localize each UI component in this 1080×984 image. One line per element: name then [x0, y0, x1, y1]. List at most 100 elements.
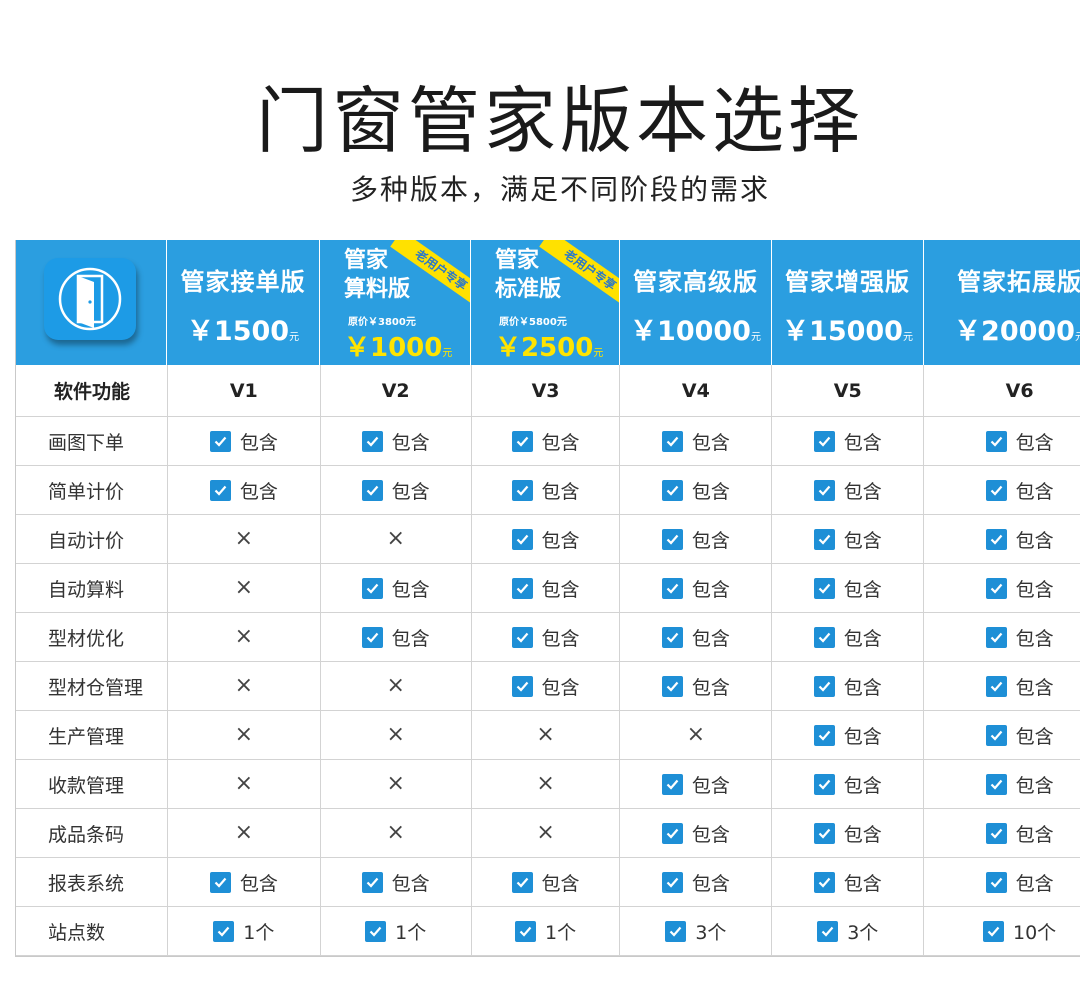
feature-cell: 包含	[620, 466, 773, 514]
price-unit: 元	[1075, 332, 1080, 343]
version-price: ￥10000元	[620, 309, 771, 348]
table-row: 自动计价 × × 包含 包含 包含 包含	[16, 515, 1080, 564]
checkbox-checked-icon	[209, 430, 231, 452]
cell-value: 包含	[1015, 578, 1054, 601]
cell-value: 包含	[843, 774, 882, 797]
checkbox-checked-icon	[511, 479, 533, 501]
feature-cell: ×	[321, 711, 472, 759]
cross-icon: ×	[536, 771, 555, 796]
cell-value: 1个	[544, 921, 577, 944]
feature-cell: 1个	[472, 907, 621, 955]
checkbox-checked-icon	[813, 773, 835, 795]
price-amount: ￥10000	[630, 316, 751, 347]
version-label: V3	[472, 365, 621, 416]
feature-cell: 包含	[472, 564, 621, 612]
cell-value: 包含	[843, 872, 882, 895]
feature-cell: ×	[321, 809, 472, 857]
cell-value: 包含	[239, 872, 278, 895]
feature-cell: 3个	[620, 907, 773, 955]
feature-cell: 包含	[472, 466, 621, 514]
cell-value: 1个	[243, 921, 275, 944]
cell-value: 包含	[1015, 823, 1054, 846]
checkbox-checked-icon	[511, 577, 533, 599]
version-label: V5	[772, 365, 925, 416]
checkbox-checked-icon	[511, 626, 533, 648]
sale-price: ￥2500元	[495, 327, 603, 364]
feature-name: 简单计价	[16, 466, 168, 514]
cell-value: 3个	[695, 921, 727, 944]
version-price: ￥20000元	[924, 309, 1080, 348]
table-row: 收款管理 × × × 包含 包含 包含	[16, 760, 1080, 809]
cell-value: 包含	[843, 529, 882, 552]
feature-cell: ×	[620, 711, 773, 759]
feature-name: 收款管理	[16, 760, 168, 808]
version-header-v4: 管家高级版 ￥10000元	[620, 240, 772, 365]
feature-cell: 包含	[620, 564, 773, 612]
checkbox-checked-icon	[817, 920, 839, 942]
checkbox-checked-icon	[361, 430, 383, 452]
feature-name: 画图下单	[16, 417, 168, 465]
feature-cell: 包含	[772, 613, 925, 661]
feature-cell: 包含	[321, 858, 472, 906]
feature-cell: 包含	[321, 564, 472, 612]
checkbox-checked-icon	[813, 724, 835, 746]
feature-cell: 1个	[168, 907, 321, 955]
version-header-v6: 管家拓展版 ￥20000元	[924, 240, 1080, 365]
table-row: 站点数 1个 1个 1个 3个 3个 10个	[16, 907, 1080, 956]
cell-value: 包含	[391, 578, 430, 601]
version-header-v2: 管家 算料版 原价￥3800元 ￥1000元 老用户专享	[320, 240, 471, 365]
feature-cell: 包含	[472, 613, 621, 661]
feature-cell: 包含	[924, 858, 1080, 906]
feature-cell: ×	[321, 515, 472, 563]
cell-value: 包含	[691, 431, 730, 454]
feature-cell: 包含	[620, 858, 773, 906]
checkbox-checked-icon	[983, 920, 1004, 942]
checkbox-checked-icon	[511, 430, 533, 452]
feature-name: 自动算料	[16, 564, 168, 612]
page-title: 门窗管家版本选择	[255, 79, 864, 163]
cross-icon: ×	[386, 771, 405, 796]
checkbox-checked-icon	[661, 773, 683, 795]
cross-icon: ×	[234, 575, 254, 600]
version-name: 管家接单版	[180, 268, 306, 296]
version-label: V1	[168, 365, 321, 416]
checkbox-checked-icon	[813, 871, 835, 893]
table-row: 画图下单 包含 包含 包含 包含 包含 包含	[16, 417, 1080, 466]
cell-value: 包含	[1015, 480, 1054, 503]
cell-value: 10个	[1013, 921, 1057, 944]
feature-cell: 包含	[168, 466, 321, 514]
cell-value: 包含	[541, 872, 580, 895]
price-unit: 元	[442, 348, 453, 359]
feature-name: 报表系统	[16, 858, 168, 906]
feature-cell: 包含	[772, 809, 925, 857]
checkbox-checked-icon	[361, 871, 383, 893]
feature-cell: 包含	[168, 858, 321, 906]
feature-name: 站点数	[16, 907, 168, 955]
cell-value: 包含	[691, 676, 730, 699]
feature-cell: ×	[168, 809, 321, 857]
checkbox-checked-icon	[213, 920, 235, 942]
cross-icon: ×	[686, 722, 706, 747]
feature-cell: 包含	[772, 564, 925, 612]
feature-cell: ×	[472, 760, 621, 808]
cell-value: 1个	[395, 921, 427, 944]
feature-cell: 10个	[924, 907, 1080, 955]
price-amount: ￥1000	[344, 333, 443, 363]
checkbox-checked-icon	[985, 822, 1007, 844]
cell-value: 包含	[843, 578, 882, 601]
feature-cell: 包含	[321, 417, 472, 465]
feature-cell: ×	[168, 711, 321, 759]
cross-icon: ×	[234, 820, 254, 845]
version-label: V4	[620, 365, 773, 416]
cross-icon: ×	[386, 722, 405, 747]
cell-value: 包含	[691, 480, 730, 503]
cell-value: 包含	[843, 676, 882, 699]
version-price: ￥1500元	[167, 309, 319, 348]
checkbox-checked-icon	[511, 675, 533, 697]
cell-value: 包含	[541, 578, 580, 601]
checkbox-checked-icon	[511, 871, 533, 893]
cross-icon: ×	[386, 673, 405, 698]
feature-cell: 包含	[924, 515, 1080, 563]
version-name-line2: 算料版	[344, 277, 411, 302]
table-row: 成品条码 × × × 包含 包含 包含	[16, 809, 1080, 858]
